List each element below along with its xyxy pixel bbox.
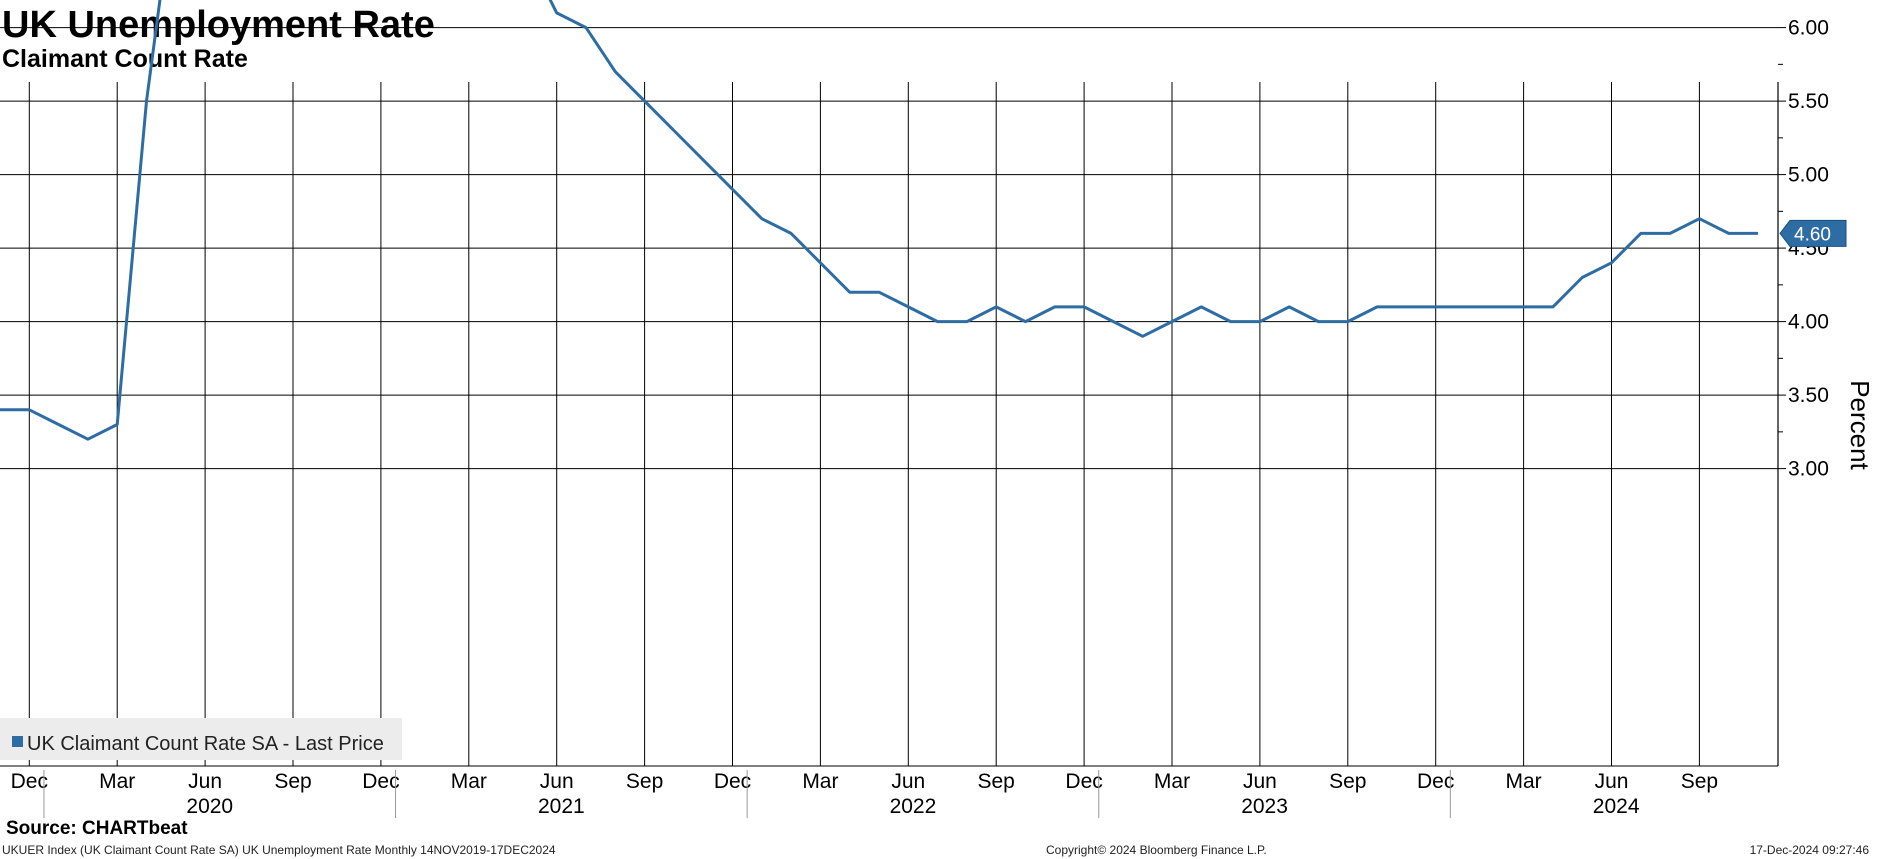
data-point [1434,305,1437,308]
data-point [1376,305,1379,308]
series-layer [0,0,1760,441]
chart-subtitle: Claimant Count Rate [2,45,248,73]
footer-timestamp: 17-Dec-2024 09:27:46 [1749,843,1869,857]
legend: UK Claimant Count Rate SA - Last Price [0,718,402,760]
data-point [1083,305,1086,308]
x-year-label: 2023 [1241,795,1288,818]
data-point [672,129,675,132]
x-tick-label: Jun [891,770,925,793]
x-tick-label: Sep [1681,770,1718,793]
data-point [878,291,881,294]
data-point [614,70,617,73]
data-point [1698,217,1701,220]
data-point [1317,320,1320,323]
data-point [731,188,734,191]
x-tick-label: Jun [1243,770,1277,793]
data-point [1669,232,1672,235]
x-tick-label: Jun [188,770,222,793]
data-point [1141,335,1144,338]
legend-box [0,718,402,760]
x-year-label: 2024 [1593,795,1640,818]
data-point [790,232,793,235]
x-tick-label: Mar [802,770,838,793]
data-point [1229,320,1232,323]
x-tick-label: Dec [1417,770,1454,793]
data-point [995,305,998,308]
data-point [1053,305,1056,308]
data-point [86,438,89,441]
x-tick-label: Sep [626,770,663,793]
data-point [1639,232,1642,235]
footer-index-info: UKUER Index (UK Claimant Count Rate SA) … [2,843,556,857]
series-line [0,0,1758,441]
data-point [643,100,646,103]
data-point [1581,276,1584,279]
x-tick-label: Mar [99,770,135,793]
x-tick-label: Sep [978,770,1015,793]
x-tick-label: Mar [1154,770,1190,793]
y-axis-label: Percent [1845,380,1875,470]
data-point [555,11,558,14]
x-tick-label: Dec [714,770,751,793]
y-tick-label: 5.00 [1788,164,1829,187]
data-point [1112,320,1115,323]
x-tick-label: Dec [362,770,399,793]
data-point [1258,320,1261,323]
data-point [1171,320,1174,323]
x-year-label: 2021 [538,795,585,818]
x-tick-label: Dec [11,770,48,793]
data-point [116,423,119,426]
x-tick-label: Jun [540,770,574,793]
data-point [1493,305,1496,308]
footer-copyright: Copyright© 2024 Bloomberg Finance L.P. [1046,843,1267,857]
source-note: Source: CHARTbeat [6,818,188,839]
data-point [1405,305,1408,308]
y-tick-label: 3.50 [1788,384,1829,407]
data-point [1464,305,1467,308]
axis-layer: 3.003.504.004.505.005.506.006.507.00DecM… [0,17,1875,818]
y-tick-label: 6.00 [1788,17,1829,40]
data-point [907,305,910,308]
data-point [1610,261,1613,264]
data-point [1024,320,1027,323]
data-point [1727,232,1730,235]
data-point [1288,305,1291,308]
data-point [28,408,31,411]
data-point [145,100,148,103]
y-tick-label: 3.00 [1788,458,1829,481]
grid-layer [0,27,1778,766]
last-value-flag [1779,219,1847,247]
last-value-label: 4.60 [1794,224,1831,245]
x-tick-label: Sep [274,770,311,793]
data-point [1551,305,1554,308]
x-tick-label: Sep [1329,770,1366,793]
data-point [585,26,588,29]
data-point [965,320,968,323]
data-point [848,291,851,294]
x-tick-label: Mar [1506,770,1542,793]
legend-swatch [12,736,23,747]
data-point [1346,320,1349,323]
data-point [760,217,763,220]
y-tick-label: 4.00 [1788,311,1829,334]
data-point [819,261,822,264]
x-year-label: 2022 [890,795,937,818]
x-tick-label: Dec [1065,770,1102,793]
x-tick-label: Jun [1595,770,1629,793]
data-point [1522,305,1525,308]
legend-label: UK Claimant Count Rate SA - Last Price [27,733,384,755]
data-point [702,158,705,161]
chart-title: UK Unemployment Rate [2,4,435,46]
data-point [57,423,60,426]
data-point [1757,232,1760,235]
data-point [1200,305,1203,308]
x-year-label: 2020 [186,795,233,818]
y-tick-label: 5.50 [1788,90,1829,113]
data-point [936,320,939,323]
x-tick-label: Mar [451,770,487,793]
